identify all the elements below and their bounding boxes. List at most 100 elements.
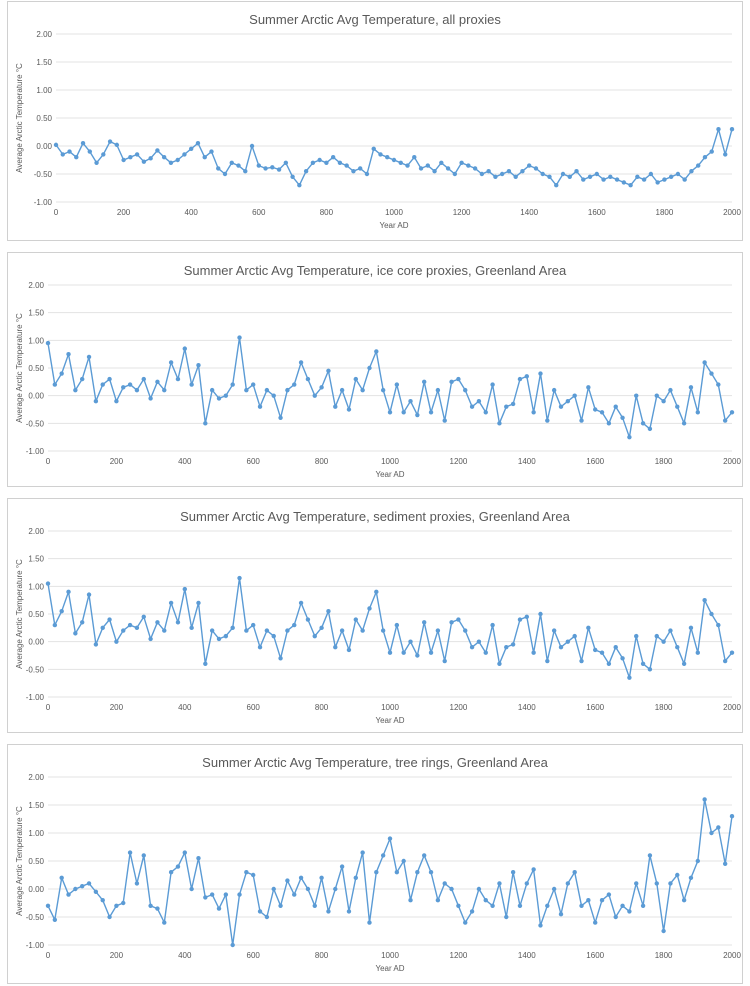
chart-2-ytick-label: 0.50 xyxy=(28,610,44,619)
chart-0-data-point xyxy=(101,152,106,157)
chart-3-xtick-label: 1400 xyxy=(518,951,536,960)
chart-1-xtick-label: 600 xyxy=(247,457,261,466)
chart-3-data-point xyxy=(422,853,427,858)
chart-0-data-point xyxy=(270,165,275,170)
chart-1-data-point xyxy=(551,387,557,393)
chart-1-data-point xyxy=(100,382,105,387)
chart-2-data-point xyxy=(449,620,454,625)
chart-0-data-point xyxy=(168,160,174,165)
chart-3-data-point xyxy=(668,881,673,886)
chart-1-data-point xyxy=(415,412,420,418)
chart-0-data-point xyxy=(324,160,329,165)
chart-0-data-point xyxy=(432,169,437,174)
chart-3-data-point xyxy=(483,898,488,903)
chart-2-data-point xyxy=(292,622,297,628)
chart-2-data-point xyxy=(244,628,249,633)
chart-0-data-point xyxy=(459,160,464,165)
chart-2-data-point xyxy=(524,614,529,619)
chart-0-ytick-label: 0.50 xyxy=(36,114,52,123)
chart-3-data-point xyxy=(702,797,707,802)
chart-3-data-point xyxy=(59,875,64,880)
chart-3-xtick-label: 800 xyxy=(315,951,329,960)
chart-1-data-point xyxy=(716,382,721,387)
chart-1-data-point xyxy=(428,410,434,415)
chart-2-x-axis-label: Year AD xyxy=(375,716,404,725)
chart-1-xtick-label: 1800 xyxy=(655,457,673,466)
chart-0-y-axis-label: Average Arctic Temperature °C xyxy=(15,63,24,173)
chart-3-data-point xyxy=(93,889,99,894)
chart-3-series-line xyxy=(47,798,733,946)
chart-0-data-point xyxy=(621,180,627,185)
chart-0-ytick-label: 1.50 xyxy=(36,58,52,67)
chart-0-data-point xyxy=(243,169,248,174)
chart-0-data-point xyxy=(256,163,261,168)
chart-3-data-point xyxy=(216,906,222,911)
chart-0-data-point xyxy=(418,166,424,171)
chart-2-data-point xyxy=(469,645,475,650)
chart-0-data-point xyxy=(614,177,620,182)
chart-3-data-point xyxy=(401,858,406,864)
chart-1-data-point xyxy=(196,363,201,368)
chart-0-data-point xyxy=(317,157,322,163)
chart-1-data-point xyxy=(469,404,475,409)
chart-svg: -1.00 -0.50 0.00 0.50 1.00 1.50 2.00 0 200 400 600… xyxy=(15,527,741,725)
chart-1-data-point xyxy=(141,376,146,382)
chart-3-data-point xyxy=(141,853,146,858)
chart-0-data-point xyxy=(87,149,93,154)
chart-3-data-point xyxy=(565,881,571,886)
chart-1-data-point xyxy=(305,376,311,382)
chart-0-data-point xyxy=(479,171,485,177)
chart-0-data-point xyxy=(520,169,525,174)
chart-0-data-point xyxy=(486,169,491,174)
chart-0-xtick-label: 2000 xyxy=(723,208,741,217)
chart-0-data-point xyxy=(696,163,701,168)
chart-3-data-point xyxy=(374,870,379,875)
chart-1-xtick-label: 800 xyxy=(315,457,329,466)
chart-3-data-point xyxy=(599,898,605,903)
chart-1-xtick-label: 1400 xyxy=(518,457,536,466)
chart-3-data-point xyxy=(415,870,420,875)
chart-1-xtick-label: 1600 xyxy=(586,457,604,466)
chart-0-data-point xyxy=(148,156,153,161)
chart-3-data-point xyxy=(264,914,270,920)
chart-1-data-point xyxy=(73,387,78,393)
chart-0-data-point xyxy=(709,149,714,154)
chart-3-xtick-label: 1800 xyxy=(655,951,673,960)
chart-1-data-point xyxy=(579,418,584,423)
chart-0-data-point xyxy=(74,155,79,160)
chart-2-data-point xyxy=(257,645,263,650)
chart-1-data-point xyxy=(223,393,229,398)
chart-0-ytick-label: 1.00 xyxy=(36,86,52,95)
chart-3-data-point xyxy=(722,861,728,866)
chart-1-data-point xyxy=(285,387,290,393)
chart-3-data-point xyxy=(695,858,700,864)
chart-0-xtick-label: 600 xyxy=(252,208,266,217)
chart-title: Summer Arctic Avg Temperature, sediment … xyxy=(180,509,570,524)
chart-3-data-point xyxy=(271,886,276,892)
chart-title: Summer Arctic Avg Temperature, ice core … xyxy=(183,263,567,278)
chart-0-data-point xyxy=(303,169,309,174)
chart-2-data-point xyxy=(572,633,577,639)
chart-0-data-point xyxy=(236,163,241,168)
chart-0-data-point xyxy=(53,142,59,148)
chart-1-data-point xyxy=(175,376,181,382)
chart-3-xtick-label: 1600 xyxy=(586,951,604,960)
chart-1-data-point xyxy=(216,396,222,401)
chart-1-data-point xyxy=(627,434,632,440)
chart-panel-all-proxies: Summer Arctic Avg Temperature, all proxi… xyxy=(7,1,743,241)
chart-0-data-point xyxy=(560,171,566,177)
chart-0-ytick-label: -1.00 xyxy=(34,198,53,207)
chart-0-data-point xyxy=(662,177,667,182)
chart-1-xtick-label: 1000 xyxy=(381,457,399,466)
chart-2-ytick-label: -1.00 xyxy=(26,693,45,702)
chart-2-data-point xyxy=(326,609,331,614)
chart-3-data-point xyxy=(278,903,283,908)
chart-3-data-point xyxy=(497,881,502,886)
chart-0-data-point xyxy=(310,160,316,165)
chart-2-data-point xyxy=(435,628,441,633)
chart-0-data-point xyxy=(155,148,160,153)
chart-0-data-point xyxy=(134,152,140,157)
chart-2-ytick-label: 1.50 xyxy=(28,555,44,564)
chart-1-ytick-label: -1.00 xyxy=(26,447,45,456)
chart-0-data-point xyxy=(344,163,349,168)
